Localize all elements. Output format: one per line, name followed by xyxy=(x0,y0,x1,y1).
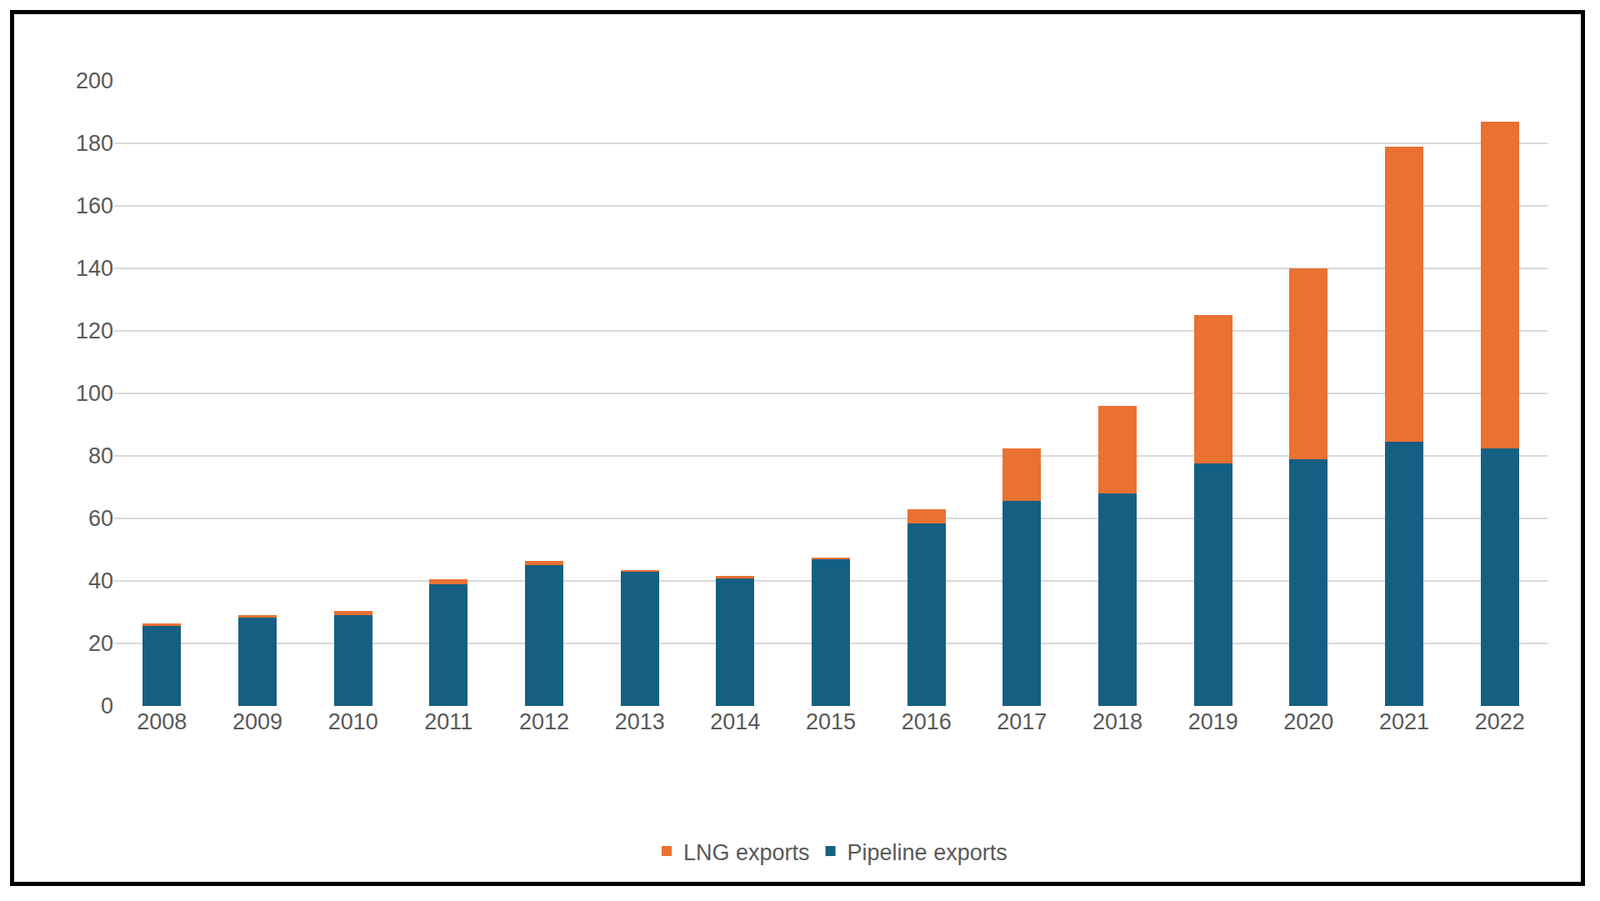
svg-text:2019: 2019 xyxy=(1188,709,1239,735)
svg-text:2014: 2014 xyxy=(710,709,760,735)
svg-text:2022: 2022 xyxy=(1475,709,1525,735)
svg-text:2021: 2021 xyxy=(1379,709,1430,735)
svg-text:2011: 2011 xyxy=(424,709,473,735)
svg-text:2020: 2020 xyxy=(1283,709,1334,735)
svg-text:Pipeline exports: Pipeline exports xyxy=(847,840,1008,865)
svg-text:2013: 2013 xyxy=(615,709,665,735)
svg-text:40: 40 xyxy=(88,568,114,594)
svg-text:20: 20 xyxy=(88,630,114,656)
svg-text:2010: 2010 xyxy=(328,709,379,735)
svg-text:80: 80 xyxy=(88,443,114,469)
svg-text:2015: 2015 xyxy=(805,709,856,735)
svg-text:0: 0 xyxy=(100,693,114,719)
svg-text:2017: 2017 xyxy=(996,709,1047,735)
svg-text:180: 180 xyxy=(75,130,114,156)
svg-text:160: 160 xyxy=(75,193,114,219)
svg-text:60: 60 xyxy=(88,505,114,531)
svg-text:200: 200 xyxy=(75,68,114,94)
svg-text:100: 100 xyxy=(75,380,114,406)
svg-text:140: 140 xyxy=(75,255,114,281)
svg-text:2018: 2018 xyxy=(1092,709,1143,735)
svg-text:2009: 2009 xyxy=(232,709,283,735)
svg-text:2012: 2012 xyxy=(519,709,570,735)
svg-text:120: 120 xyxy=(75,318,114,344)
svg-text:2016: 2016 xyxy=(901,709,952,735)
svg-text:LNG exports: LNG exports xyxy=(683,840,810,865)
svg-text:2008: 2008 xyxy=(136,709,187,735)
